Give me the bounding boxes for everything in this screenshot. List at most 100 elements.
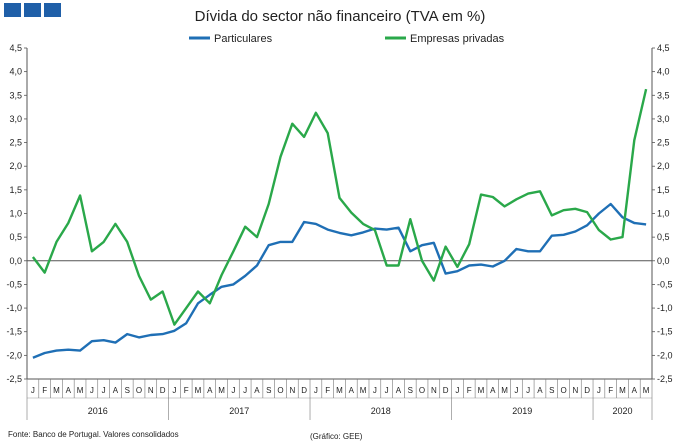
x-month-label: O	[560, 386, 566, 395]
y-tick-label-left: -1,5	[6, 327, 22, 337]
x-month-label: A	[537, 386, 543, 395]
y-tick-label-right: -1,0	[657, 303, 673, 313]
y-tick-label-right: 3,5	[657, 90, 670, 100]
x-month-label: J	[314, 386, 318, 395]
x-month-label: A	[396, 386, 402, 395]
x-month-label: D	[301, 386, 307, 395]
x-month-label: N	[148, 386, 154, 395]
y-tick-label-left: 3,0	[9, 114, 22, 124]
x-year-label: 2017	[229, 406, 249, 416]
y-tick-label-left: 1,0	[9, 209, 22, 219]
y-tick-label-left: 0,5	[9, 232, 22, 242]
x-month-label: D	[584, 386, 590, 395]
x-month-label: J	[102, 386, 106, 395]
y-tick-label-right: -2,0	[657, 350, 673, 360]
y-tick-label-right: -2,5	[657, 374, 673, 384]
y-tick-label-left: 1,5	[9, 185, 22, 195]
y-tick-label-right: 3,0	[657, 114, 670, 124]
legend-label-particulares: Particulares	[214, 33, 273, 45]
x-month-label: J	[243, 386, 247, 395]
x-month-label: N	[289, 386, 295, 395]
y-tick-label-left: 4,5	[9, 43, 22, 53]
x-month-label: O	[277, 386, 283, 395]
x-year-label: 2019	[512, 406, 532, 416]
y-tick-label-left: 2,5	[9, 138, 22, 148]
y-tick-label-left: -0,5	[6, 279, 22, 289]
y-tick-label-right: 2,5	[657, 138, 670, 148]
x-month-label: J	[172, 386, 176, 395]
x-month-label: S	[549, 386, 554, 395]
source-note: Fonte: Banco de Portugal. Valores consol…	[8, 430, 179, 439]
y-tick-label-left: 3,5	[9, 90, 22, 100]
x-month-label: M	[336, 386, 343, 395]
chart-title: Dívida do sector não financeiro (TVA em …	[195, 8, 486, 25]
x-month-label: S	[266, 386, 271, 395]
y-tick-label-right: 1,0	[657, 209, 670, 219]
x-month-label: J	[385, 386, 389, 395]
series-line-particulares	[32, 202, 647, 359]
x-month-label: S	[408, 386, 413, 395]
logo-block	[4, 3, 21, 17]
x-month-label: J	[90, 386, 94, 395]
x-year-label: 2020	[613, 406, 633, 416]
x-month-label: N	[431, 386, 437, 395]
y-tick-label-left: 0,0	[9, 256, 22, 266]
y-tick-label-right: 2,0	[657, 161, 670, 171]
legend: Particulares Empresas privadas	[189, 33, 505, 45]
x-month-label: F	[467, 386, 472, 395]
y-tick-label-right: 4,5	[657, 43, 670, 53]
credit-note: (Gráfico: GEE)	[310, 432, 363, 441]
x-month-label: M	[501, 386, 508, 395]
x-month-label: M	[360, 386, 367, 395]
x-month-label: J	[373, 386, 377, 395]
y-tick-label-left: -2,5	[6, 374, 22, 384]
x-month-label: J	[526, 386, 530, 395]
y-tick-labels: 4,5 4,5 4,0 4,0 3,5 3,5 3,0 3,0 2,5 2,5 2,0 2,0 1,5 1…	[6, 43, 672, 384]
series-lines	[31, 88, 648, 359]
x-month-label: M	[53, 386, 60, 395]
x-month-label: N	[572, 386, 578, 395]
x-month-label: J	[514, 386, 518, 395]
y-tick-label-left: 2,0	[9, 161, 22, 171]
y-tick-label-right: 1,5	[657, 185, 670, 195]
y-tick-label-right: 0,0	[657, 256, 670, 266]
y-tick-label-left: -1,0	[6, 303, 22, 313]
y-tick-label-left: 4,0	[9, 67, 22, 77]
series-line-empresas-privadas	[31, 88, 648, 326]
x-month-label: D	[160, 386, 166, 395]
x-month-label: J	[455, 386, 459, 395]
x-month-label: F	[184, 386, 189, 395]
logo-block	[44, 3, 61, 17]
x-month-label: J	[597, 386, 601, 395]
y-tick-label-right: 0,5	[657, 232, 670, 242]
x-month-label: M	[619, 386, 626, 395]
x-month-label: M	[77, 386, 84, 395]
x-month-label: A	[207, 386, 213, 395]
x-month-label: A	[66, 386, 72, 395]
x-month-label: D	[443, 386, 449, 395]
x-month-label: F	[42, 386, 47, 395]
x-month-label: O	[419, 386, 425, 395]
x-month-label: S	[125, 386, 130, 395]
x-month-label: A	[254, 386, 260, 395]
y-tick-label-right: -0,5	[657, 279, 673, 289]
x-year-label: 2016	[88, 406, 108, 416]
axes	[26, 48, 653, 420]
x-month-label: M	[643, 386, 650, 395]
x-month-label: A	[490, 386, 496, 395]
y-tick-label-left: -2,0	[6, 350, 22, 360]
x-month-label: O	[136, 386, 142, 395]
logo-block	[24, 3, 41, 17]
x-year-label: 2018	[371, 406, 391, 416]
x-month-label: J	[31, 386, 35, 395]
x-month-label: M	[218, 386, 225, 395]
x-month-label: F	[325, 386, 330, 395]
legend-label-empresas-privadas: Empresas privadas	[410, 33, 505, 45]
x-month-label: M	[478, 386, 485, 395]
x-month-label: J	[231, 386, 235, 395]
y-tick-label-right: 4,0	[657, 67, 670, 77]
logo-icon	[4, 3, 61, 17]
x-month-label: A	[632, 386, 638, 395]
